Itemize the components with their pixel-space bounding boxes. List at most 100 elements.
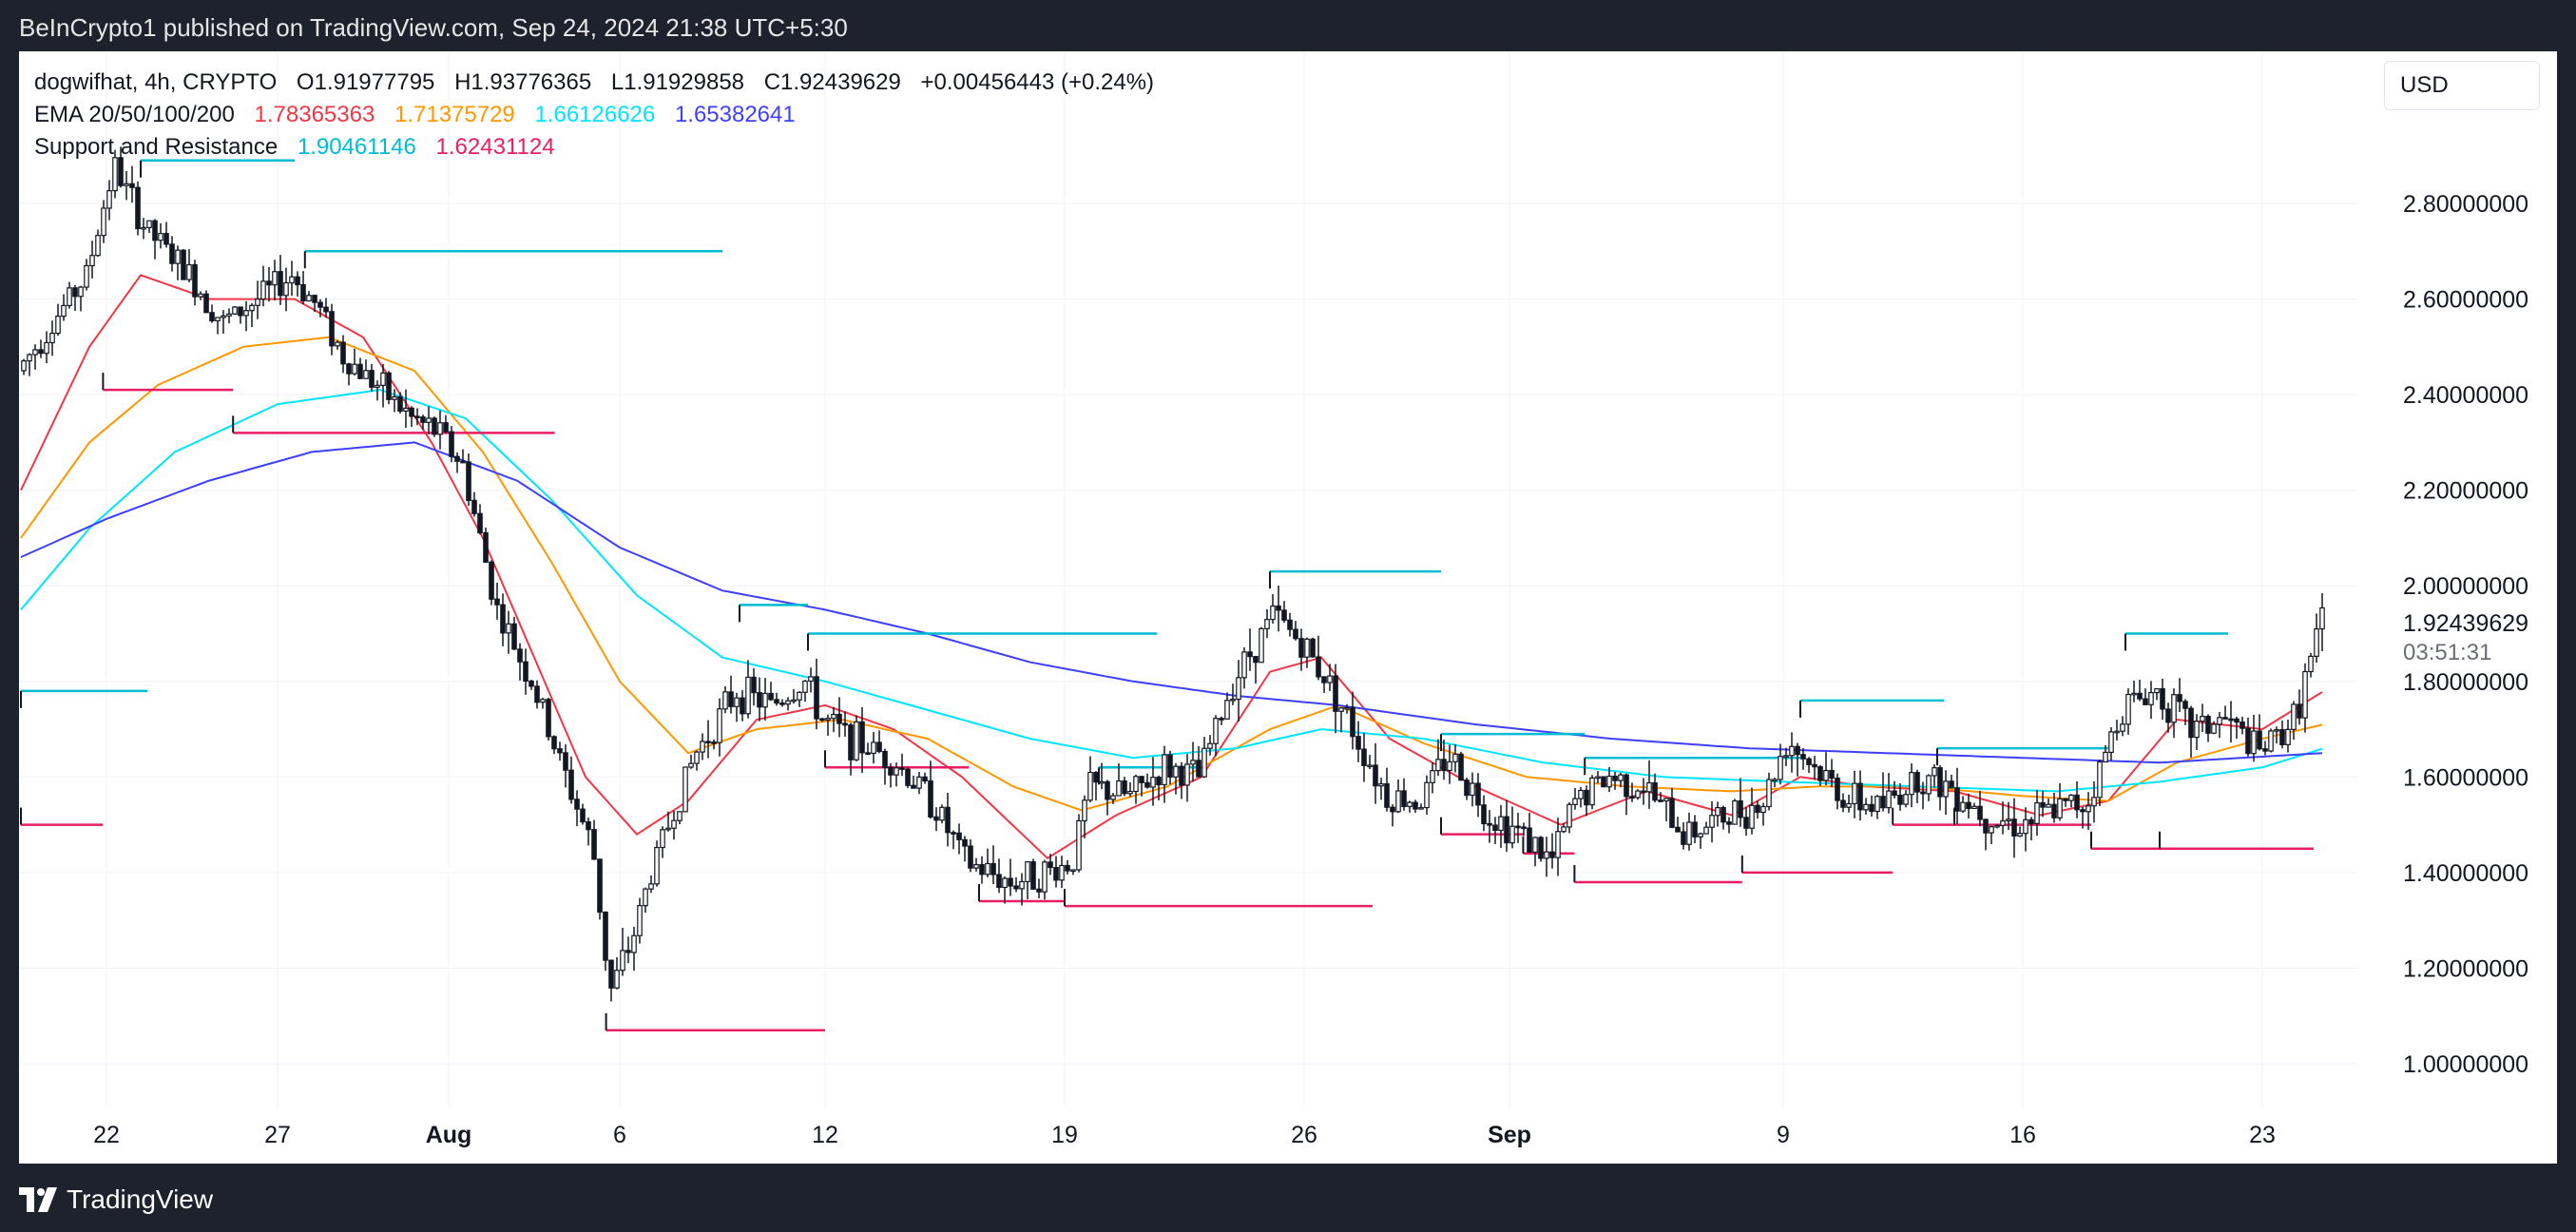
candle-body <box>1618 774 1624 781</box>
candle-body <box>1800 754 1806 760</box>
candle-body <box>1715 807 1721 817</box>
candle-body <box>1253 656 1259 664</box>
candle-body <box>677 811 682 821</box>
candle-body <box>2051 803 2057 818</box>
candlesticks <box>21 146 2325 1002</box>
candle-body <box>2086 805 2091 813</box>
candle-body <box>67 287 72 307</box>
candle-body <box>871 741 876 755</box>
candle-body <box>517 648 523 663</box>
candle-body <box>169 243 175 264</box>
ema-label[interactable]: EMA 20/50/100/200 <box>34 102 235 127</box>
candle-body <box>911 784 916 789</box>
price-chart[interactable]: 2.80000000 2.60000000 2.40000000 2.20000000… <box>19 51 2557 1164</box>
publisher-bar: BeInCrypto1 published on TradingView.com… <box>0 0 2576 51</box>
ohlc-low: L1.91929858 <box>610 69 745 95</box>
candle-body <box>854 721 859 760</box>
candle-body <box>1624 774 1629 798</box>
candle-body <box>523 661 529 683</box>
candle-body <box>665 827 671 831</box>
candle-body <box>899 767 905 770</box>
candle-body <box>979 864 985 876</box>
candle-body <box>1167 754 1173 778</box>
candle-body <box>494 598 500 606</box>
candle-body <box>751 676 757 694</box>
candle-body <box>1675 826 1681 833</box>
price-axis[interactable]: 2.80000000 2.60000000 2.40000000 2.20000000… <box>2403 191 2528 1078</box>
candle-body <box>118 157 124 186</box>
candle-body <box>1464 780 1470 797</box>
candle-body <box>1897 794 1903 805</box>
candle-body <box>1082 799 1087 822</box>
candle-body <box>2057 798 2063 818</box>
candle-body <box>1430 770 1435 783</box>
candle-body <box>1036 888 1042 893</box>
ema-row[interactable]: EMA 20/50/100/200 1.78365363 1.71375729 … <box>34 99 1167 131</box>
tradingview-brand[interactable]: TradingView <box>19 1184 213 1215</box>
chart-area[interactable]: 2.80000000 2.60000000 2.40000000 2.20000000… <box>19 51 2557 1164</box>
symbol-row[interactable]: dogwifhat, 4h, CRYPTO O1.91977795 H1.937… <box>34 67 1167 99</box>
candle-body <box>1247 651 1253 658</box>
candle-body <box>1013 885 1019 890</box>
candle-body <box>1030 861 1036 890</box>
candle-body <box>1367 764 1373 768</box>
candle-body <box>1179 765 1184 786</box>
candle-body <box>1920 791 1926 795</box>
candle-body <box>2234 718 2240 723</box>
candle-body <box>2308 655 2314 673</box>
symbol-label[interactable]: dogwifhat, 4h, CRYPTO <box>34 69 278 95</box>
candle-body <box>2314 627 2319 658</box>
candle-body <box>928 780 933 818</box>
candle-body <box>38 349 44 355</box>
candle-body <box>135 186 141 230</box>
candle-body <box>323 306 329 313</box>
time-axis[interactable]: 22 27 Aug 6 12 19 26 Sep 9 16 23 <box>93 1122 2276 1148</box>
candle-body <box>1857 782 1863 811</box>
currency-button[interactable]: USD <box>2384 61 2540 110</box>
candle-body <box>1846 802 1852 808</box>
candle-body <box>1048 861 1053 869</box>
candle-body <box>238 306 243 317</box>
candle-body <box>1966 801 1971 810</box>
candle-body <box>1424 781 1430 809</box>
candle-body <box>586 820 591 831</box>
candle-body <box>1344 706 1350 710</box>
candle-body <box>905 768 911 786</box>
candle-body <box>266 280 272 286</box>
candle-body <box>2285 728 2291 745</box>
sr-row[interactable]: Support and Resistance 1.90461146 1.6243… <box>34 131 1167 164</box>
candle-body <box>951 832 956 835</box>
candle-body <box>1190 760 1196 765</box>
candle-body <box>2200 715 2205 722</box>
candle-body <box>2034 801 2040 824</box>
candle-body <box>1909 772 1914 796</box>
candle-body <box>1059 864 1065 881</box>
candle-body <box>2028 818 2034 824</box>
candle-body <box>215 317 221 322</box>
chart-legend: dogwifhat, 4h, CRYPTO O1.91977795 H1.937… <box>34 67 1167 164</box>
candle-body <box>2222 717 2228 720</box>
candle-body <box>112 157 118 192</box>
candle-body <box>1481 804 1487 825</box>
candle-body <box>95 235 101 257</box>
candle-body <box>2177 694 2182 703</box>
candle-body <box>842 722 848 726</box>
candle-body <box>745 676 751 715</box>
candle-body <box>152 220 158 241</box>
x-tick-label: 22 <box>93 1122 120 1148</box>
candle-body <box>1874 796 1880 813</box>
candle-body <box>1105 780 1110 800</box>
candle-body <box>44 341 49 355</box>
candle-body <box>1019 880 1025 890</box>
candle-body <box>1065 864 1070 872</box>
candle-body <box>734 697 740 707</box>
candle-body <box>1327 675 1333 683</box>
candle-body <box>2017 833 2023 837</box>
candle-body <box>1549 851 1555 858</box>
candle-body <box>1002 877 1008 889</box>
candle-body <box>1601 776 1606 788</box>
candle-body <box>2131 692 2137 696</box>
sr-label[interactable]: Support and Resistance <box>34 134 279 160</box>
candle-body <box>1989 826 1994 834</box>
candle-body <box>2137 692 2143 700</box>
